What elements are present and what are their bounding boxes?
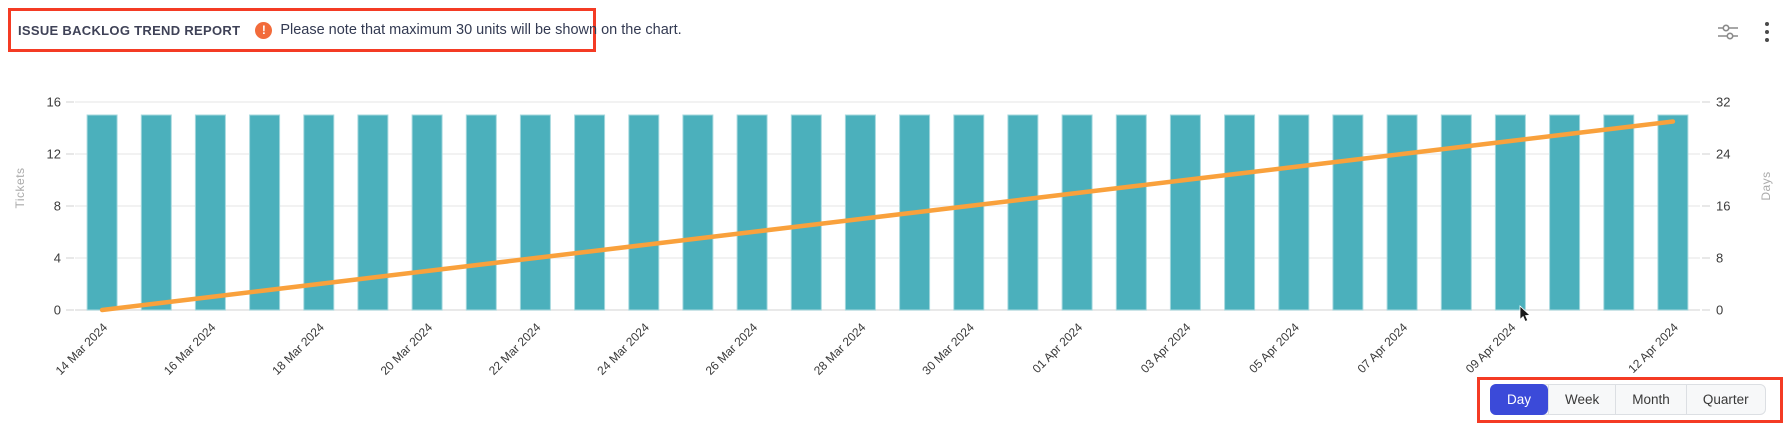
mouse-cursor [1519, 305, 1531, 323]
more-options-button[interactable] [1762, 18, 1772, 46]
range-quarter-button[interactable]: Quarter [1685, 385, 1765, 414]
svg-text:24 Mar 2024: 24 Mar 2024 [594, 320, 652, 378]
svg-text:18 Mar 2024: 18 Mar 2024 [269, 320, 327, 378]
chart-toolbar [1714, 18, 1772, 46]
alert-icon: ! [255, 21, 273, 39]
svg-text:12: 12 [47, 147, 61, 162]
svg-text:8: 8 [54, 199, 61, 214]
svg-text:22 Mar 2024: 22 Mar 2024 [486, 320, 544, 378]
x-axis-labels: 14 Mar 2024 16 Mar 2024 18 Mar 2024 20 Mar … [53, 320, 1682, 378]
svg-text:03 Apr 2024: 03 Apr 2024 [1138, 320, 1194, 376]
grid-and-axes: 0 4 8 12 16 0 8 16 24 32 Tickets Days [13, 95, 1773, 318]
range-month-button[interactable]: Month [1615, 385, 1686, 414]
svg-text:16: 16 [47, 95, 61, 110]
svg-text:0: 0 [1716, 303, 1723, 318]
report-header: ISSUE BACKLOG TREND REPORT ! Please note… [18, 13, 682, 47]
max-units-note: Please note that maximum 30 units will b… [280, 22, 682, 38]
range-switch: Day Week Month Quarter [1490, 384, 1766, 415]
svg-text:16 Mar 2024: 16 Mar 2024 [161, 320, 219, 378]
svg-text:0: 0 [54, 303, 61, 318]
svg-text:16: 16 [1716, 199, 1730, 214]
svg-text:26 Mar 2024: 26 Mar 2024 [703, 320, 761, 378]
range-week-button[interactable]: Week [1548, 385, 1615, 414]
trend-line[interactable] [99, 119, 1676, 313]
report-title: ISSUE BACKLOG TREND REPORT [18, 22, 241, 38]
svg-text:4: 4 [54, 251, 61, 266]
svg-text:32: 32 [1716, 95, 1730, 110]
kebab-menu-icon [1765, 22, 1769, 42]
svg-text:Days: Days [1759, 171, 1773, 200]
range-day-button[interactable]: Day [1490, 384, 1549, 415]
chart-settings-button[interactable] [1714, 20, 1742, 44]
svg-text:12 Apr 2024: 12 Apr 2024 [1625, 320, 1681, 376]
svg-text:28 Mar 2024: 28 Mar 2024 [811, 320, 869, 378]
svg-text:09 Apr 2024: 09 Apr 2024 [1463, 320, 1519, 376]
svg-text:01 Apr 2024: 01 Apr 2024 [1030, 320, 1086, 376]
svg-text:07 Apr 2024: 07 Apr 2024 [1355, 320, 1411, 376]
svg-text:30 Mar 2024: 30 Mar 2024 [919, 320, 977, 378]
svg-text:20 Mar 2024: 20 Mar 2024 [378, 320, 436, 378]
svg-text:05 Apr 2024: 05 Apr 2024 [1246, 320, 1302, 376]
svg-text:24: 24 [1716, 147, 1730, 162]
svg-text:14 Mar 2024: 14 Mar 2024 [53, 320, 111, 378]
svg-text:8: 8 [1716, 251, 1723, 266]
svg-text:Tickets: Tickets [13, 167, 27, 208]
sliders-icon [1718, 24, 1738, 40]
